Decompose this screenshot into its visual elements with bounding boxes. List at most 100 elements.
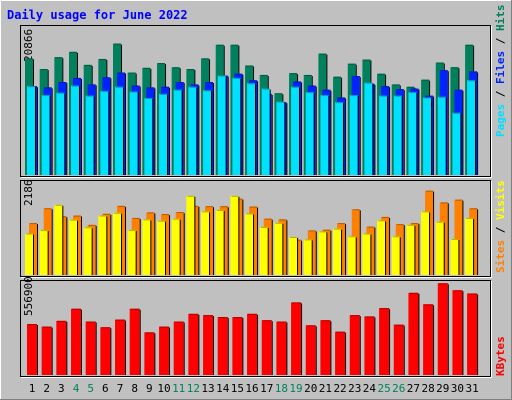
bar-pages-10 (159, 93, 168, 175)
legend-kbytes: KBytes (494, 336, 507, 376)
bar-pages-3 (56, 92, 65, 175)
day-label-6: 6 (102, 382, 109, 395)
bar-visits-17 (259, 226, 268, 275)
x-axis-day-labels: 1 2 3 4 5 6 7 8 9 10 11 12 13 14 15 16 17 18 19 20 21 22 23 24 2… (29, 382, 479, 395)
y-tick-label-hits: 20866 (22, 29, 35, 62)
bar-visits-16 (245, 213, 254, 275)
bar-visits-18 (274, 222, 283, 275)
bar-kbytes-6 (100, 327, 111, 375)
bar-visits-12 (186, 195, 195, 275)
bar-kbytes-22 (335, 331, 346, 375)
bar-kbytes-1 (27, 324, 37, 375)
legend-pages: Pages (494, 104, 507, 137)
bar-pages-20 (305, 92, 314, 175)
bar-pages-26 (393, 95, 402, 175)
bar-kbytes-7 (115, 319, 126, 375)
day-label-7: 7 (117, 382, 124, 395)
bar-visits-22 (333, 228, 342, 275)
bar-visits-8 (127, 230, 136, 275)
bar-visits-9 (142, 219, 151, 275)
legend-sites: Sites (494, 240, 507, 273)
bar-visits-4 (69, 219, 78, 275)
bar-pages-12 (188, 86, 197, 175)
y-tick-label-visits: 2186 (22, 180, 35, 207)
bar-kbytes-15 (232, 317, 243, 375)
bar-visits-6 (98, 215, 107, 275)
day-label-13: 13 (201, 382, 214, 395)
bar-pages-8 (129, 91, 138, 175)
panel-hits-files-pages (20, 25, 492, 178)
bar-kbytes-25 (379, 308, 390, 375)
bar-pages-29 (437, 96, 446, 175)
bar-kbytes-27 (408, 292, 419, 375)
panel-kbytes (20, 280, 492, 378)
day-label-30: 30 (451, 382, 464, 395)
bar-visits-27 (406, 224, 415, 275)
day-label-10: 10 (157, 382, 170, 395)
bar-visits-15 (230, 195, 239, 275)
bar-visits-26 (391, 236, 400, 275)
bar-visits-29 (435, 221, 444, 275)
bars-visits-sites (25, 190, 479, 275)
bar-kbytes-2 (41, 326, 52, 375)
day-label-20: 20 (304, 382, 317, 395)
bar-visits-30 (450, 239, 459, 275)
bar-pages-22 (335, 102, 344, 175)
bar-kbytes-23 (349, 315, 360, 375)
legend-pages-files-hits: Pages / Files / Hits (494, 5, 507, 138)
bar-pages-17 (261, 88, 270, 175)
bar-visits-13 (201, 211, 210, 275)
bar-visits-25 (377, 220, 386, 275)
bar-pages-7 (115, 86, 124, 175)
bar-pages-15 (232, 77, 241, 175)
bar-kbytes-3 (56, 320, 67, 375)
bar-visits-5 (83, 227, 92, 275)
bar-kbytes-4 (71, 308, 82, 375)
chart-title: Daily usage for June 2022 (7, 8, 188, 22)
panel-visits-sites (20, 180, 492, 278)
bar-kbytes-26 (393, 324, 404, 375)
bar-visits-19 (289, 236, 298, 275)
bar-kbytes-20 (305, 325, 316, 375)
bar-pages-30 (452, 112, 461, 175)
bar-kbytes-31 (467, 293, 478, 375)
day-label-28: 28 (421, 382, 434, 395)
bar-kbytes-30 (452, 290, 463, 375)
bar-kbytes-11 (173, 321, 184, 375)
day-label-16: 16 (245, 382, 258, 395)
bar-pages-19 (291, 86, 300, 175)
legend-hits: Hits (494, 5, 507, 32)
bar-pages-2 (41, 95, 50, 175)
bar-pages-16 (247, 83, 256, 175)
day-label-25: 25 (377, 382, 390, 395)
bar-visits-2 (39, 230, 48, 275)
day-label-9: 9 (146, 382, 153, 395)
bar-pages-31 (467, 80, 476, 175)
bar-visits-11 (171, 218, 180, 275)
y-tick-label-kbytes: 556900 (22, 276, 35, 316)
day-label-17: 17 (260, 382, 273, 395)
day-label-15: 15 (231, 382, 244, 395)
bars-hits-files-pages (25, 43, 479, 176)
bar-visits-21 (318, 231, 327, 275)
bar-pages-24 (364, 82, 373, 175)
bar-visits-31 (465, 217, 474, 275)
bar-kbytes-24 (364, 316, 375, 375)
bar-kbytes-19 (291, 302, 302, 375)
bar-pages-13 (203, 90, 212, 175)
bar-kbytes-16 (247, 313, 258, 375)
legend-sites-visits: Sites / Visits (494, 180, 507, 273)
bar-kbytes-28 (423, 304, 434, 375)
bar-kbytes-29 (437, 283, 448, 375)
day-label-27: 27 (407, 382, 420, 395)
day-label-5: 5 (87, 382, 94, 395)
bars-kbytes (27, 283, 479, 375)
bar-kbytes-14 (217, 317, 228, 375)
bar-pages-1 (27, 86, 35, 175)
day-label-2: 2 (43, 382, 50, 395)
bar-pages-21 (320, 95, 329, 175)
bar-pages-9 (144, 98, 153, 175)
bar-visits-3 (54, 204, 63, 275)
bar-pages-6 (100, 90, 109, 175)
